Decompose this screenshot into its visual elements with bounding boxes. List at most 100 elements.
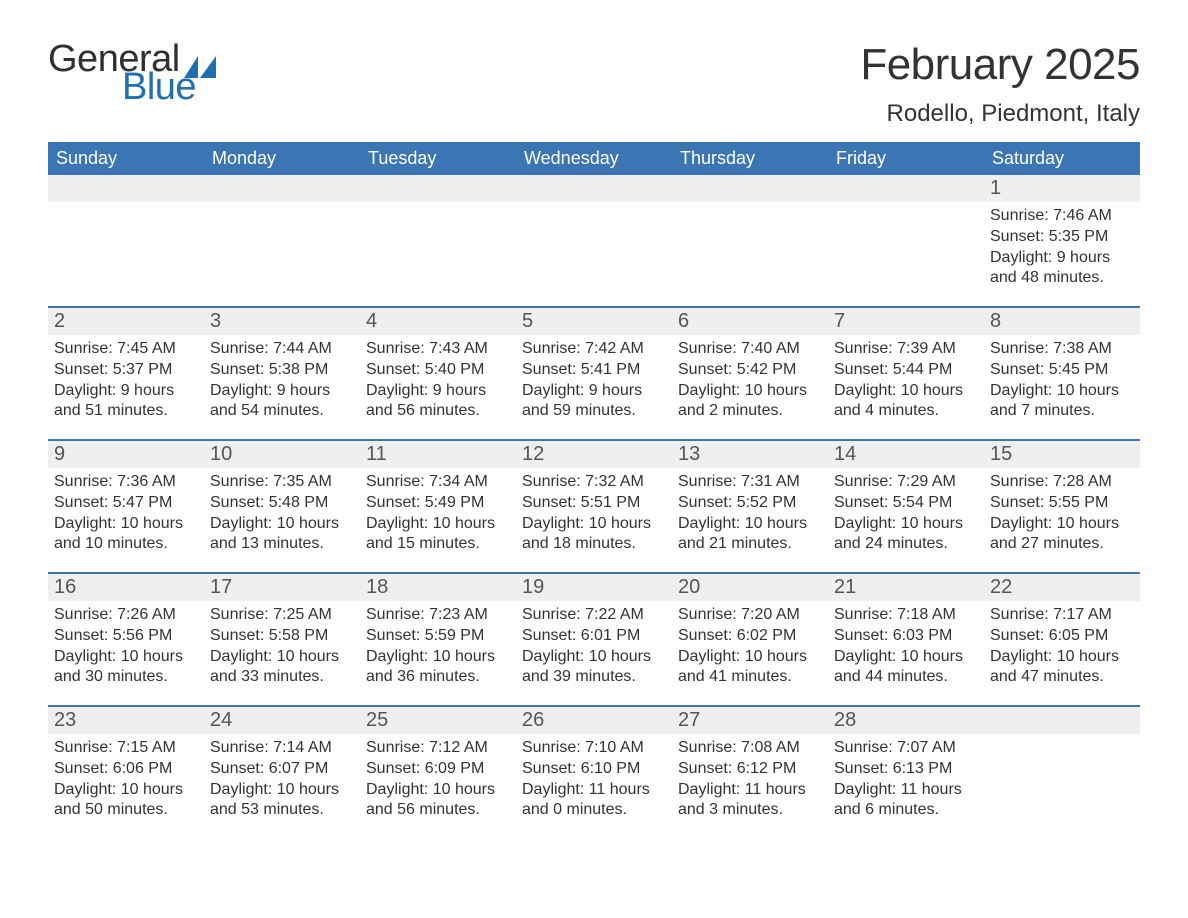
day2-text: and 10 minutes. (54, 534, 198, 555)
day1-text: Daylight: 10 hours (54, 647, 198, 668)
day-number: 2 (48, 308, 204, 335)
day-number: 7 (828, 308, 984, 335)
day1-text: Daylight: 10 hours (834, 381, 978, 402)
day1-text: Daylight: 10 hours (54, 780, 198, 801)
week-row: 9101112131415Sunrise: 7:36 AMSunset: 5:4… (48, 439, 1140, 572)
sunrise-text: Sunrise: 7:39 AM (834, 339, 978, 360)
week-row: 232425262728Sunrise: 7:15 AMSunset: 6:06… (48, 705, 1140, 838)
sunset-text: Sunset: 5:56 PM (54, 626, 198, 647)
dow-cell: Monday (204, 142, 360, 175)
day-number: 11 (360, 441, 516, 468)
dow-cell: Tuesday (360, 142, 516, 175)
sunset-text: Sunset: 5:52 PM (678, 493, 822, 514)
day-number: 28 (828, 707, 984, 734)
day-cell: Sunrise: 7:44 AMSunset: 5:38 PMDaylight:… (204, 335, 360, 439)
sunset-text: Sunset: 6:09 PM (366, 759, 510, 780)
sunset-text: Sunset: 6:01 PM (522, 626, 666, 647)
dow-cell: Thursday (672, 142, 828, 175)
day-cell: Sunrise: 7:14 AMSunset: 6:07 PMDaylight:… (204, 734, 360, 838)
day1-text: Daylight: 10 hours (678, 514, 822, 535)
week-row: 1Sunrise: 7:46 AMSunset: 5:35 PMDaylight… (48, 175, 1140, 306)
sunset-text: Sunset: 5:38 PM (210, 360, 354, 381)
title-block: February 2025 Rodello, Piedmont, Italy (860, 40, 1140, 128)
sunset-text: Sunset: 5:58 PM (210, 626, 354, 647)
sunset-text: Sunset: 5:48 PM (210, 493, 354, 514)
day1-text: Daylight: 10 hours (522, 647, 666, 668)
day-cell (360, 202, 516, 306)
day-cell (828, 202, 984, 306)
location-subtitle: Rodello, Piedmont, Italy (860, 100, 1140, 128)
day-number: 14 (828, 441, 984, 468)
day1-text: Daylight: 10 hours (210, 647, 354, 668)
weeks-container: 1Sunrise: 7:46 AMSunset: 5:35 PMDaylight… (48, 175, 1140, 838)
day2-text: and 3 minutes. (678, 800, 822, 821)
day-cell: Sunrise: 7:08 AMSunset: 6:12 PMDaylight:… (672, 734, 828, 838)
day-number: 9 (48, 441, 204, 468)
day-number: 6 (672, 308, 828, 335)
sunrise-text: Sunrise: 7:31 AM (678, 472, 822, 493)
day1-text: Daylight: 10 hours (54, 514, 198, 535)
daybody-strip: Sunrise: 7:46 AMSunset: 5:35 PMDaylight:… (48, 202, 1140, 306)
sunset-text: Sunset: 5:45 PM (990, 360, 1134, 381)
day-cell (984, 734, 1140, 838)
day-cell (516, 202, 672, 306)
daybody-strip: Sunrise: 7:36 AMSunset: 5:47 PMDaylight:… (48, 468, 1140, 572)
sunset-text: Sunset: 5:59 PM (366, 626, 510, 647)
day-number: 23 (48, 707, 204, 734)
day-cell: Sunrise: 7:12 AMSunset: 6:09 PMDaylight:… (360, 734, 516, 838)
day2-text: and 51 minutes. (54, 401, 198, 422)
day-cell: Sunrise: 7:31 AMSunset: 5:52 PMDaylight:… (672, 468, 828, 572)
day2-text: and 27 minutes. (990, 534, 1134, 555)
sunset-text: Sunset: 6:13 PM (834, 759, 978, 780)
day-number: 27 (672, 707, 828, 734)
sunset-text: Sunset: 6:10 PM (522, 759, 666, 780)
day-cell: Sunrise: 7:35 AMSunset: 5:48 PMDaylight:… (204, 468, 360, 572)
day2-text: and 44 minutes. (834, 667, 978, 688)
sunrise-text: Sunrise: 7:32 AM (522, 472, 666, 493)
week-row: 16171819202122Sunrise: 7:26 AMSunset: 5:… (48, 572, 1140, 705)
day-number: 25 (360, 707, 516, 734)
daynum-strip: 1 (48, 175, 1140, 202)
sunrise-text: Sunrise: 7:36 AM (54, 472, 198, 493)
day2-text: and 54 minutes. (210, 401, 354, 422)
day1-text: Daylight: 11 hours (834, 780, 978, 801)
day2-text: and 59 minutes. (522, 401, 666, 422)
day1-text: Daylight: 10 hours (210, 514, 354, 535)
day2-text: and 39 minutes. (522, 667, 666, 688)
day-cell: Sunrise: 7:39 AMSunset: 5:44 PMDaylight:… (828, 335, 984, 439)
sunset-text: Sunset: 5:41 PM (522, 360, 666, 381)
daybody-strip: Sunrise: 7:15 AMSunset: 6:06 PMDaylight:… (48, 734, 1140, 838)
day2-text: and 53 minutes. (210, 800, 354, 821)
sunset-text: Sunset: 5:40 PM (366, 360, 510, 381)
day-cell: Sunrise: 7:46 AMSunset: 5:35 PMDaylight:… (984, 202, 1140, 306)
daynum-strip: 9101112131415 (48, 441, 1140, 468)
sunrise-text: Sunrise: 7:44 AM (210, 339, 354, 360)
day-number: 10 (204, 441, 360, 468)
daynum-strip: 16171819202122 (48, 574, 1140, 601)
day-number: 17 (204, 574, 360, 601)
week-row: 2345678Sunrise: 7:45 AMSunset: 5:37 PMDa… (48, 306, 1140, 439)
day-cell: Sunrise: 7:10 AMSunset: 6:10 PMDaylight:… (516, 734, 672, 838)
day-number: 13 (672, 441, 828, 468)
day-number: 12 (516, 441, 672, 468)
sunrise-text: Sunrise: 7:15 AM (54, 738, 198, 759)
sunset-text: Sunset: 5:49 PM (366, 493, 510, 514)
day-cell (204, 202, 360, 306)
dow-cell: Wednesday (516, 142, 672, 175)
day-cell: Sunrise: 7:36 AMSunset: 5:47 PMDaylight:… (48, 468, 204, 572)
sunrise-text: Sunrise: 7:42 AM (522, 339, 666, 360)
day-number: 26 (516, 707, 672, 734)
day-number: 5 (516, 308, 672, 335)
day-cell: Sunrise: 7:42 AMSunset: 5:41 PMDaylight:… (516, 335, 672, 439)
day-cell: Sunrise: 7:45 AMSunset: 5:37 PMDaylight:… (48, 335, 204, 439)
day1-text: Daylight: 10 hours (678, 647, 822, 668)
day1-text: Daylight: 10 hours (210, 780, 354, 801)
day-cell: Sunrise: 7:29 AMSunset: 5:54 PMDaylight:… (828, 468, 984, 572)
sunrise-text: Sunrise: 7:40 AM (678, 339, 822, 360)
day1-text: Daylight: 10 hours (366, 780, 510, 801)
daynum-strip: 232425262728 (48, 707, 1140, 734)
day2-text: and 4 minutes. (834, 401, 978, 422)
day-number: 4 (360, 308, 516, 335)
sunrise-text: Sunrise: 7:22 AM (522, 605, 666, 626)
day1-text: Daylight: 11 hours (678, 780, 822, 801)
